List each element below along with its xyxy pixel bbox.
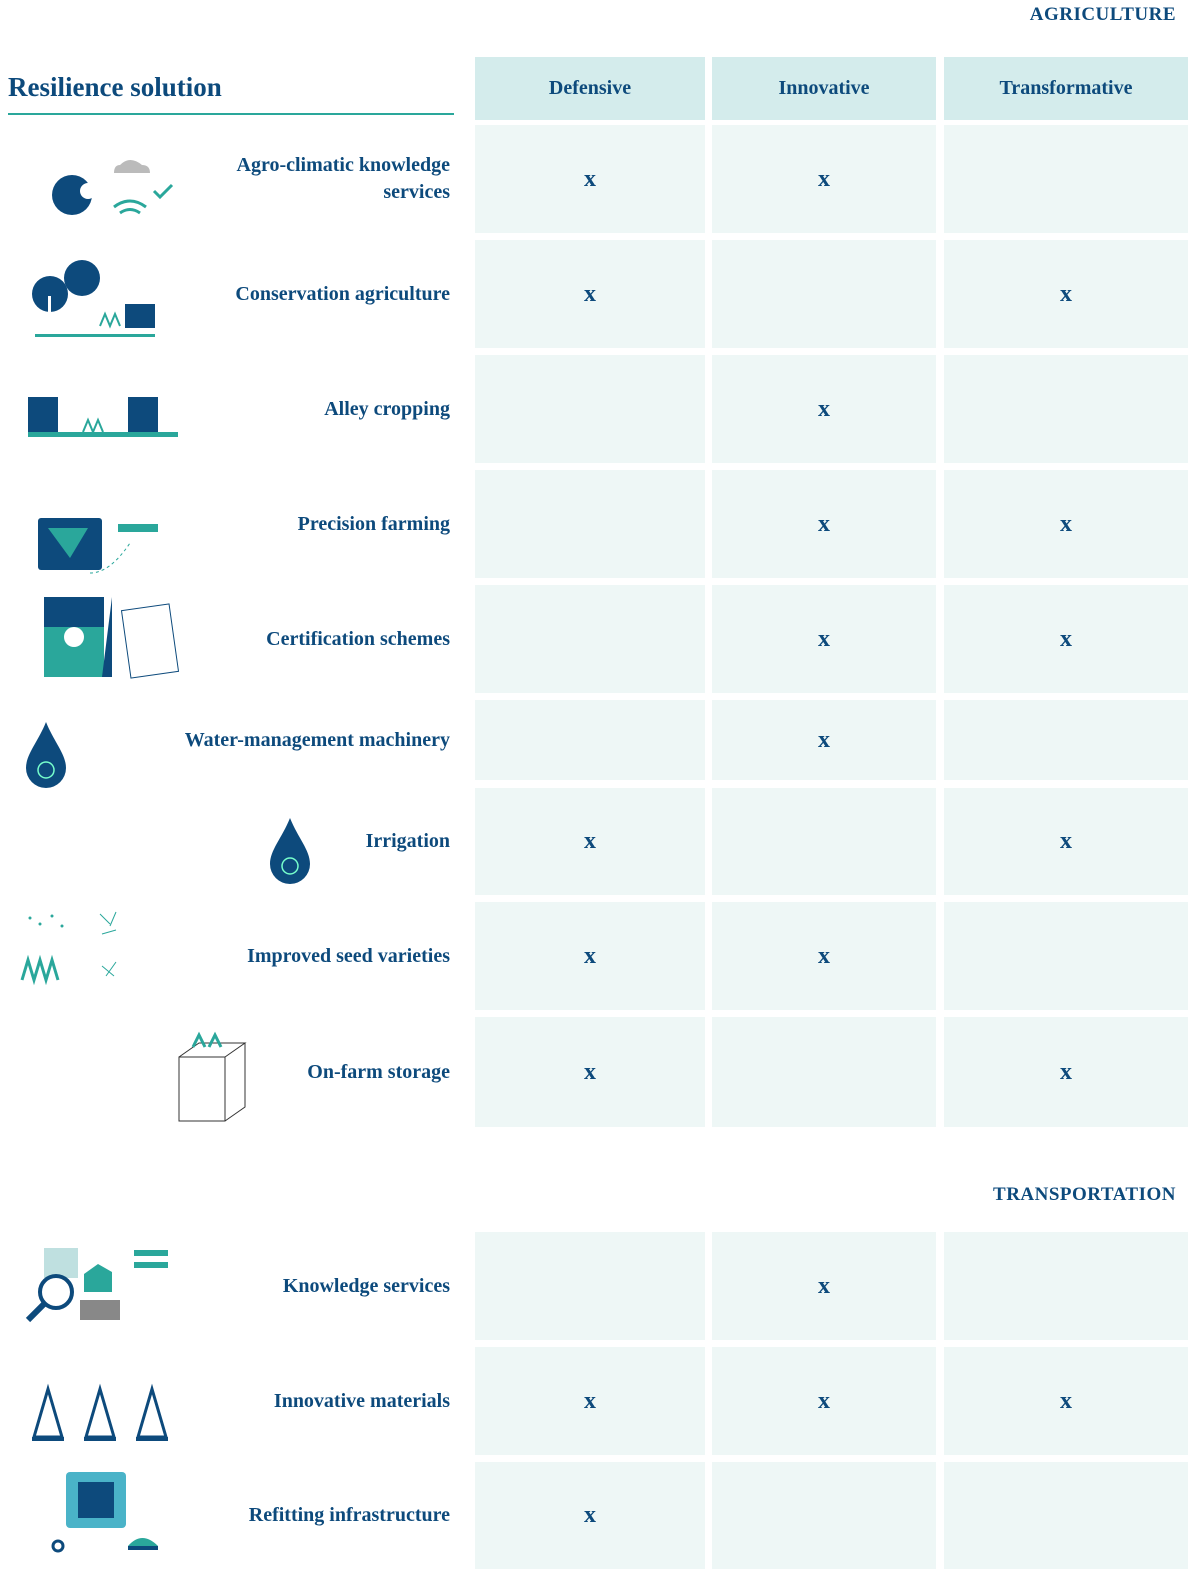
mark: x [584,1387,596,1414]
column-header: Defensive [475,57,705,120]
column-header: Innovative [712,57,936,120]
row-icon [32,1383,168,1441]
row-icon [51,1472,158,1553]
mark: x [1060,828,1072,854]
cell [475,470,705,578]
mark: x [818,1387,830,1414]
mark: x [818,625,830,652]
cell: x [712,585,936,693]
cell [944,125,1188,233]
mark: x [584,942,596,969]
row-label: Improved seed varieties [247,944,450,967]
mark: x [1060,280,1072,307]
cell: x [475,1347,705,1455]
cell: x [712,125,936,233]
row-icon [28,397,178,437]
row-label: Innovative materials [273,1389,450,1412]
row-label: Water-management machinery [184,728,450,751]
cell [475,355,705,463]
cell: x [475,125,705,233]
row-label: Refitting infrastructure [248,1504,450,1526]
mark: x [584,1058,596,1085]
cell: x [712,700,936,780]
cell [944,902,1188,1010]
column-header: Transformative [944,57,1188,120]
cell: x [712,902,936,1010]
cell: x [944,1017,1188,1127]
cell: x [475,1462,705,1569]
mark: x [1060,510,1072,537]
cell: x [475,902,705,1010]
row-icon [32,260,155,337]
mark: x [1060,625,1072,652]
mark: x [584,1502,596,1528]
mark: x [818,165,830,192]
row-label: Precision farming [297,512,450,535]
row-icon [26,722,66,788]
row-icon [25,1248,168,1323]
cell: x [712,1347,936,1455]
cell [475,1232,705,1340]
cell: x [944,788,1188,895]
cell [944,1462,1188,1569]
cell [712,788,936,895]
mark: x [818,395,830,422]
cell: x [475,788,705,895]
section-title: TRANSPORTATION [993,1184,1176,1205]
mark: x [1060,1387,1072,1414]
cell [475,585,705,693]
cell: x [944,240,1188,348]
mark: x [584,280,596,307]
row-icon [270,818,310,884]
row-label: Knowledge services [282,1274,450,1297]
cell: x [712,355,936,463]
cell: x [712,1232,936,1340]
mark: x [818,726,830,753]
table-title: Resilience solution [8,72,222,102]
cell [944,355,1188,463]
row-label: Alley cropping [324,397,450,420]
mark: x [818,942,830,969]
row-icon [38,518,158,574]
cell: x [944,1347,1188,1455]
row-label: Irrigation [365,830,450,852]
mark: x [584,165,596,192]
mark: x [1060,1058,1072,1085]
cell [712,1017,936,1127]
cell [944,700,1188,780]
cell: x [475,240,705,348]
mark: x [818,1272,830,1299]
cell [712,1462,936,1569]
cell [944,1232,1188,1340]
row-label: Conservation agriculture [235,282,450,305]
cell: x [712,470,936,578]
row-icon [52,160,174,215]
row-icon [44,597,180,679]
row-icon [20,911,117,986]
row-label: Certification schemes [266,627,450,650]
mark: x [584,828,596,854]
cell [712,240,936,348]
section-title: AGRICULTURE [1029,4,1176,25]
row-icon [178,1031,247,1122]
title-rule [8,113,454,115]
cell: x [944,470,1188,578]
cell: x [944,585,1188,693]
mark: x [818,510,830,537]
cell [475,700,705,780]
row-label: On-farm storage [307,1060,450,1083]
row-label: Agro-climatic knowledge services [236,154,451,203]
cell: x [475,1017,705,1127]
